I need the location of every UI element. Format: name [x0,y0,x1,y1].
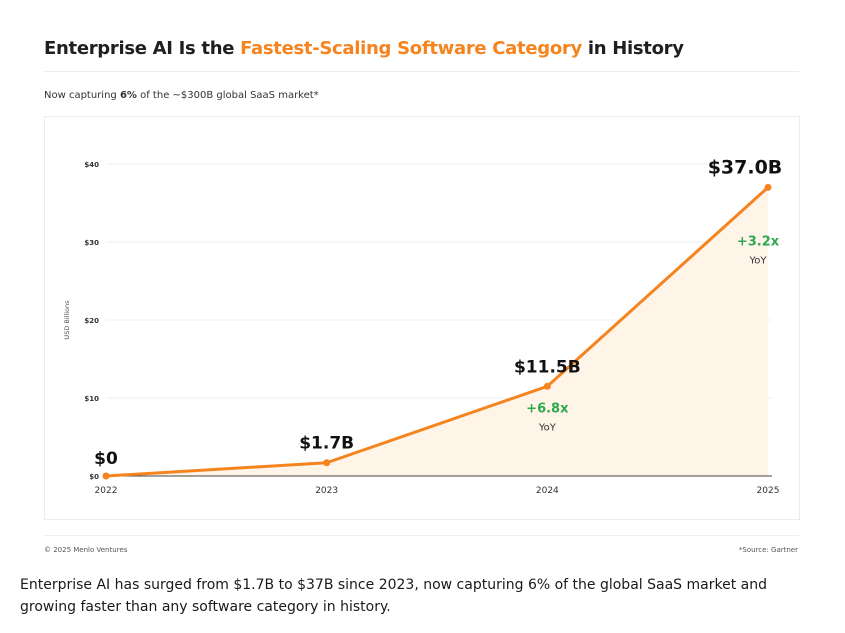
growth-sublabel: YoY [748,255,767,266]
growth-label: +6.8x [526,401,569,416]
data-label: $0 [94,449,118,469]
x-tick-label: 2024 [536,486,559,496]
x-tick-label: 2025 [757,486,780,496]
subtitle-suffix: of the ~$300B global SaaS market* [136,90,319,101]
subtitle: Now capturing 6% of the ~$300B global Sa… [44,90,319,101]
growth-sublabel: YoY [538,422,557,433]
growth-label: +3.2x [737,234,780,249]
y-tick-label: $20 [84,317,99,325]
data-point [102,472,110,480]
subtitle-prefix: Now capturing [44,90,120,101]
y-tick-label: $30 [84,239,99,247]
data-point [323,459,331,467]
data-point [543,382,551,390]
caption-text: Enterprise AI has surged from $1.7B to $… [20,577,767,615]
footer-divider [44,535,799,536]
series-line [104,185,770,478]
footer-source: *Source: Gartner [738,546,798,554]
title-suffix: in History [581,38,684,59]
chart-container: $0 $10 $20 $30 $40 USD Billions 2022 2023 2024 20… [44,116,800,520]
footer-copyright: © 2025 Menlo Ventures [44,546,128,554]
subtitle-bold: 6% [119,90,137,101]
data-point [764,183,772,191]
x-tick-label: 2023 [315,486,338,496]
title-prefix: Enterprise AI Is the [44,38,241,59]
title-accent: Fastest-Scaling Software Category [240,38,582,59]
y-tick-label: $40 [84,161,99,169]
data-label: $37.0B [708,156,783,178]
data-label: $1.7B [299,434,354,454]
y-axis-label: USD Billions [63,300,71,340]
y-tick-label: $10 [84,395,99,403]
chart-svg: $0 $10 $20 $30 $40 USD Billions 2022 2023 2024 20… [63,156,783,496]
x-tick-label: 2022 [95,486,118,496]
page-title: Enterprise AI Is the Fastest-Scaling Sof… [44,38,684,59]
y-tick-label: $0 [89,473,99,481]
data-label: $11.5B [514,357,581,377]
area-fill [106,187,768,476]
title-divider [44,71,799,72]
